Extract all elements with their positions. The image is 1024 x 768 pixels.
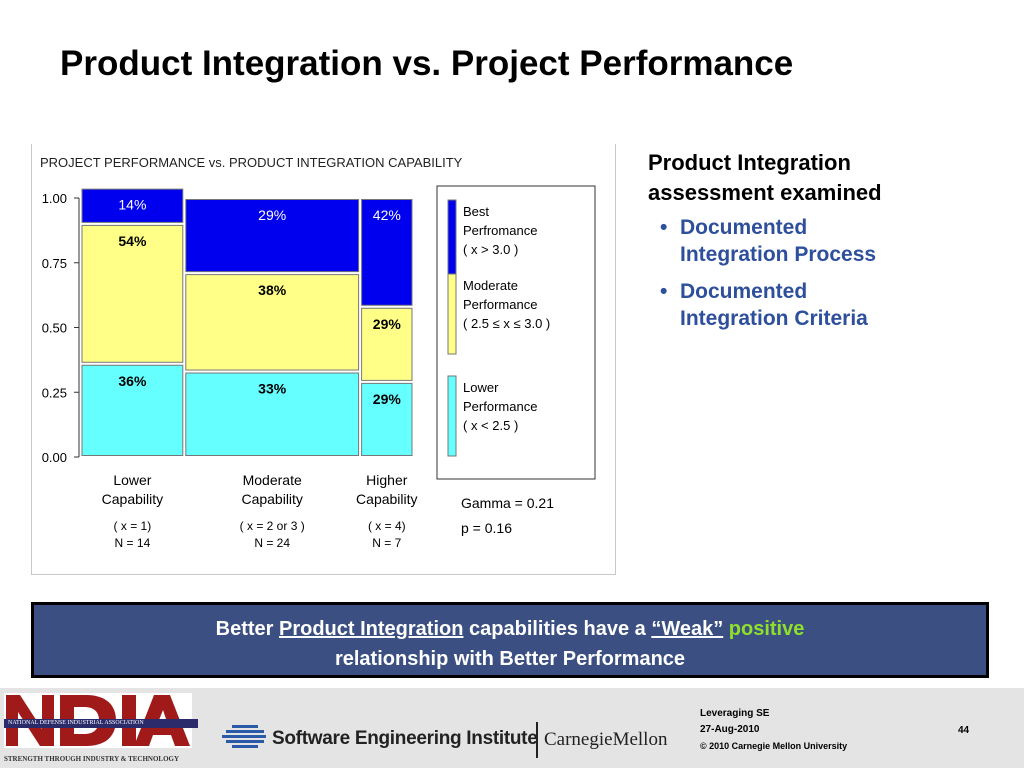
x-category-condition: ( x = 4) — [368, 519, 406, 533]
cell-value-label: 42% — [373, 207, 401, 223]
cell-value-label: 14% — [118, 197, 146, 213]
side-bullet: • Documented Integration Criteria — [648, 278, 978, 332]
x-category-label: Capability — [356, 491, 417, 507]
slide-title: Product Integration vs. Project Performa… — [60, 44, 794, 83]
cell-value-label: 29% — [258, 207, 286, 223]
legend-swatch — [447, 199, 457, 281]
banner-text: Better — [215, 618, 279, 640]
mosaic-cell — [81, 224, 184, 363]
x-category-label: Lower — [113, 472, 151, 488]
cell-value-label: 33% — [258, 381, 287, 397]
cell-value-label: 29% — [373, 391, 402, 407]
cmu-name: CarnegieMellon — [544, 729, 668, 750]
side-panel: Product Integration assessment examined … — [648, 148, 978, 342]
x-category-n: N = 24 — [254, 536, 290, 550]
banner-text-underlined: “Weak” — [651, 618, 724, 640]
ndia-logo: NATIONAL DEFENSE INDUSTRIAL ASSOCIATION … — [4, 693, 208, 763]
x-category-condition: ( x = 2 or 3 ) — [240, 519, 305, 533]
side-bullet-line: Documented — [680, 280, 808, 303]
banner-line-1: Better Product Integration capabilities … — [34, 614, 986, 644]
y-tick-label: 0.00 — [42, 450, 67, 465]
x-category-n: N = 7 — [372, 536, 401, 550]
x-category-label: Capability — [241, 491, 302, 507]
legend-label: Best — [463, 204, 489, 219]
mosaic-cell — [361, 199, 413, 306]
legend-label: Performance — [463, 399, 537, 414]
mosaic-cell — [185, 372, 360, 456]
x-category-label: Higher — [366, 472, 408, 488]
side-heading-line: Product Integration — [648, 150, 851, 175]
banner-text: capabilities have a — [463, 618, 652, 640]
mosaic-cell — [185, 274, 360, 371]
cell-value-label: 36% — [118, 373, 147, 389]
legend-label: Moderate — [463, 278, 518, 293]
cell-value-label: 29% — [373, 316, 402, 332]
banner-text-underlined: Product Integration — [279, 618, 464, 640]
chart-title: PROJECT PERFORMANCE vs. PRODUCT INTEGRAT… — [40, 155, 463, 170]
banner-line-2: relationship with Better Performance — [334, 648, 686, 670]
legend-label: Lower — [463, 380, 499, 395]
legend-swatch — [447, 375, 457, 457]
footer-line-2: 27-Aug-2010 — [700, 724, 760, 735]
ndia-band: NATIONAL DEFENSE INDUSTRIAL ASSOCIATION — [4, 719, 198, 728]
banner-text-positive: positive — [728, 618, 805, 640]
side-heading-line: assessment examined — [648, 180, 882, 205]
x-category-label: Capability — [102, 491, 163, 507]
y-tick-label: 1.00 — [42, 191, 67, 206]
sei-logo: Software Engineering Institute CarnegieM… — [218, 722, 667, 758]
side-bullet: • Documented Integration Process — [648, 214, 978, 268]
cell-value-label: 38% — [258, 282, 287, 298]
legend-swatch — [447, 273, 457, 355]
mosaic-cell — [185, 199, 360, 273]
side-bullet-line: Documented — [680, 216, 808, 239]
y-tick-label: 0.25 — [42, 385, 67, 400]
legend-label: ( x > 3.0 ) — [463, 242, 518, 257]
footer: NATIONAL DEFENSE INDUSTRIAL ASSOCIATION … — [0, 688, 1024, 768]
legend-label: Performance — [463, 297, 537, 312]
mosaic-cell — [361, 307, 413, 381]
x-category-condition: ( x = 1) — [114, 519, 152, 533]
side-heading: Product Integration assessment examined — [648, 148, 978, 208]
side-bullet-list: • Documented Integration Process • Docum… — [648, 214, 978, 332]
mosaic-cell — [81, 364, 184, 456]
legend-label: ( 2.5 ≤ x ≤ 3.0 ) — [463, 316, 550, 331]
gamma-stat: Gamma = 0.21 — [461, 495, 554, 511]
y-tick-label: 0.50 — [42, 321, 67, 336]
legend-box — [436, 185, 596, 480]
logo-divider — [536, 722, 538, 758]
y-tick-label: 0.75 — [42, 256, 67, 271]
conclusion-banner: Better Product Integration capabilities … — [31, 602, 989, 678]
legend-label: ( x < 2.5 ) — [463, 418, 518, 433]
footer-line-1: Leveraging SE — [700, 708, 770, 719]
ndia-tagline: STRENGTH THROUGH INDUSTRY & TECHNOLOGY — [4, 755, 180, 763]
mosaic-chart: PROJECT PERFORMANCE vs. PRODUCT INTEGRAT… — [40, 155, 596, 550]
side-bullet-line: Integration Criteria — [680, 307, 868, 330]
sei-name: Software Engineering Institute — [272, 728, 538, 749]
mosaic-cell — [81, 188, 184, 223]
x-category-label: Moderate — [243, 472, 302, 488]
x-category-n: N = 14 — [115, 536, 151, 550]
footer-copyright: © 2010 Carnegie Mellon University — [700, 741, 848, 751]
bullet-dot-icon: • — [660, 280, 668, 303]
cell-value-label: 54% — [118, 233, 147, 249]
p-value-stat: p = 0.16 — [461, 520, 512, 536]
side-bullet-line: Integration Process — [680, 243, 877, 266]
page-number: 44 — [958, 725, 970, 736]
legend-label: Perfromance — [463, 223, 537, 238]
mosaic-cell — [361, 382, 413, 456]
bullet-dot-icon: • — [660, 216, 668, 239]
sei-globe-icon — [222, 725, 266, 748]
